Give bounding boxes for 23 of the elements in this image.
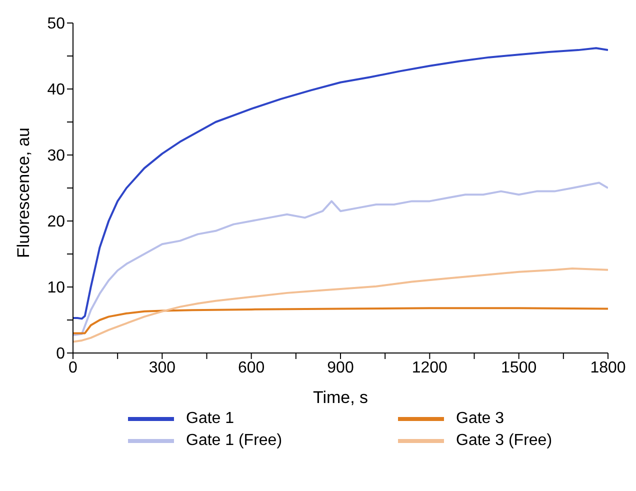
x-tick-label: 1200	[412, 359, 448, 376]
line-series	[73, 47, 608, 320]
y-tick-label: 30	[47, 148, 66, 165]
legend-label: Gate 1 (Free)	[186, 432, 282, 450]
x-tick-label: 600	[238, 359, 265, 376]
x-tick-label: 900	[327, 359, 354, 376]
x-axis-title: Time, s	[312, 388, 368, 407]
legend-label: Gate 3 (Free)	[456, 432, 552, 450]
y-axis-title: Fluorescence, au	[14, 128, 34, 258]
legend-label: Gate 1	[186, 410, 234, 428]
line-series	[73, 307, 608, 334]
line-series	[73, 182, 608, 336]
x-tick-label: 1500	[501, 359, 537, 376]
y-tick-label: 20	[47, 214, 66, 231]
y-tick-label: 40	[47, 82, 66, 99]
x-tick-label: 0	[68, 359, 78, 376]
x-tick-label: 1800	[590, 359, 626, 376]
legend-label: Gate 3	[456, 410, 504, 428]
line-series	[73, 268, 608, 343]
x-tick-label: 300	[148, 359, 176, 376]
y-tick-label: 50	[47, 16, 66, 33]
y-tick-label: 0	[56, 346, 66, 363]
y-tick-label: 10	[47, 280, 66, 297]
